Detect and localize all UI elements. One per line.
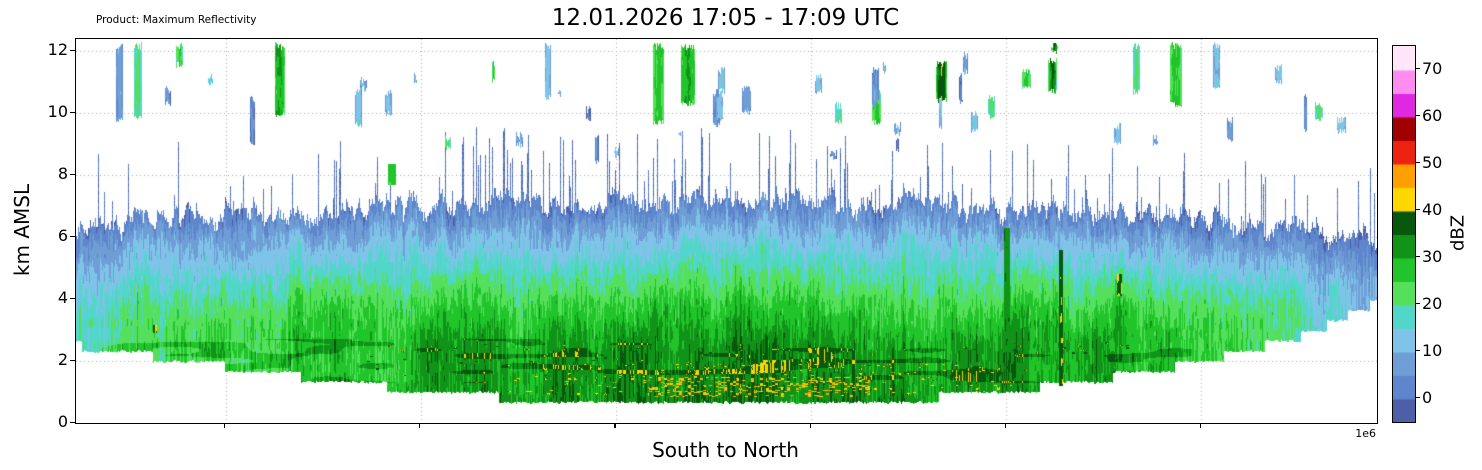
x-axis-offset-label: 1e6 xyxy=(1355,427,1376,440)
tick-mark xyxy=(419,423,421,428)
tick-mark xyxy=(70,111,75,113)
tick-mark xyxy=(1199,423,1202,428)
tick-mark xyxy=(70,173,75,175)
tick-mark xyxy=(70,421,75,423)
x-axis-label: South to North xyxy=(652,438,799,462)
tick-mark xyxy=(70,359,75,361)
product-label: Product: Maximum Reflectivity xyxy=(96,14,257,26)
colorbar xyxy=(1392,45,1416,423)
colorbar-label: dBZ xyxy=(1447,214,1469,252)
tick-mark xyxy=(70,235,75,237)
tick-mark xyxy=(1416,68,1420,70)
tick-mark xyxy=(70,297,75,299)
tick-mark xyxy=(70,49,75,52)
y-tick-label: 8 xyxy=(57,164,68,184)
colorbar-tick-label: 40 xyxy=(1422,199,1443,219)
reflectivity-heatmap-canvas xyxy=(76,39,1377,423)
y-tick-label: 6 xyxy=(57,226,68,246)
tick-mark xyxy=(1416,303,1420,305)
tick-mark xyxy=(1416,256,1420,258)
y-tick-label: 2 xyxy=(57,350,68,370)
colorbar-gradient-canvas xyxy=(1393,46,1415,422)
tick-mark xyxy=(1416,162,1420,164)
tick-mark xyxy=(1004,423,1006,428)
y-tick-label: 4 xyxy=(57,288,68,308)
tick-mark xyxy=(1416,115,1420,117)
tick-mark xyxy=(1416,397,1420,399)
tick-mark xyxy=(809,423,811,428)
colorbar-tick-label: 60 xyxy=(1422,105,1443,125)
y-tick-label: 0 xyxy=(57,412,68,431)
tick-mark xyxy=(1416,209,1420,211)
colorbar-tick-label: 50 xyxy=(1422,152,1443,172)
chart-title: 12.01.2026 17:05 - 17:09 UTC xyxy=(551,5,900,31)
colorbar-tick-label: 30 xyxy=(1422,246,1443,266)
plot-area xyxy=(75,38,1378,424)
y-tick-label: 12 xyxy=(47,40,68,60)
tick-mark xyxy=(614,423,616,428)
colorbar-tick-label: 0 xyxy=(1422,387,1433,407)
y-tick-label: 10 xyxy=(47,102,68,122)
tick-mark xyxy=(224,423,226,428)
tick-mark xyxy=(1416,350,1420,352)
colorbar-tick-label: 20 xyxy=(1422,293,1443,313)
colorbar-tick-label: 10 xyxy=(1422,340,1443,360)
colorbar-tick-label: 70 xyxy=(1422,58,1443,78)
